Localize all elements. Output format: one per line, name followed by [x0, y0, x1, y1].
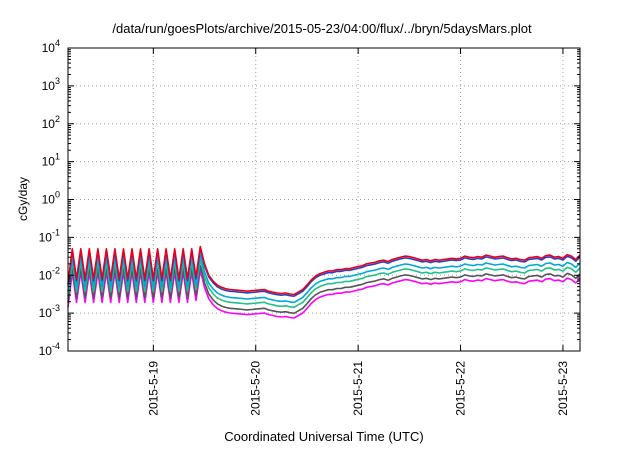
y-tick-label: 10-4: [39, 341, 60, 358]
y-tick-label: 10-1: [39, 227, 60, 244]
series-line: [67, 269, 581, 319]
y-tick-label: 101: [42, 152, 60, 169]
y-tick-label: 10-2: [39, 265, 60, 282]
x-tick-label: 2015-5-23: [556, 361, 570, 416]
series-line: [67, 264, 581, 315]
x-axis-label: Coordinated Universal Time (UTC): [224, 429, 423, 444]
series-line: [67, 258, 581, 309]
x-tick-label: 2015-5-19: [146, 361, 160, 416]
x-tick-label: 2015-5-20: [249, 361, 263, 416]
x-tick-label: 2015-5-22: [454, 361, 468, 416]
series-layer: [67, 245, 581, 319]
y-tick-label: 102: [42, 114, 60, 131]
series-line: [67, 245, 581, 296]
y-axis-label: cGy/day: [16, 177, 30, 221]
y-tick-label: 10-3: [39, 303, 60, 320]
tick-layer: [68, 47, 580, 352]
y-tick-label: 100: [42, 190, 60, 207]
x-tick-labels: 2015-5-19 2015-5-20 2015-5-21 2015-5-22 2015…: [146, 361, 570, 416]
chart-title: /data/run/goesPlots/archive/2015-05-23/0…: [112, 21, 532, 36]
series-line: [67, 247, 581, 298]
y-tick-label: 104: [42, 38, 60, 55]
x-tick-label: 2015-5-21: [351, 361, 365, 416]
y-tick-labels: 10-4 10-3 10-2 10-1 100 101 102 103 104: [39, 38, 60, 358]
y-tick-label: 103: [42, 76, 60, 93]
series-line: [67, 253, 581, 304]
